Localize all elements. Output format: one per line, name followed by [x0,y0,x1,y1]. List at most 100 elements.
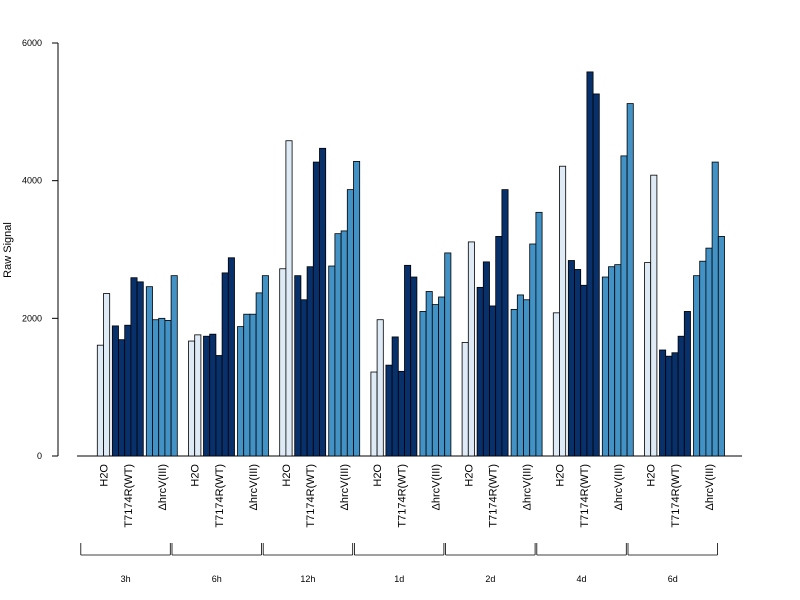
x-category-label: H2O [281,464,293,487]
bar [677,335,685,457]
bar [495,236,503,457]
bar [319,147,327,457]
bar [404,264,412,457]
x-category-label: T7174R(WT) [396,464,408,528]
bar [717,236,725,457]
x-category-label: T7174R(WT) [579,464,591,528]
bar [111,325,119,457]
x-category-label: ΔhrcV(III) [157,464,169,510]
bar [227,257,235,457]
bar [215,355,223,457]
x-category-label: H2O [99,464,111,487]
bar [419,311,427,457]
group-brackets: 3h 6h 12h 1d 2d 4d 6d [80,543,718,584]
y-tick-label: 6000 [22,38,42,48]
bar [170,275,178,457]
x-category-label: H2O [190,464,202,487]
x-category-label: ΔhrcV(III) [613,464,625,510]
bar [118,339,126,457]
bar [559,165,567,457]
group-label: 6d [668,574,678,584]
bar [312,161,320,457]
bar [516,294,524,457]
x-category-label: T7174R(WT) [488,464,500,528]
bar [665,355,673,457]
bar [209,333,217,457]
bar [699,260,707,457]
x-category-label: H2O [463,464,475,487]
bar [410,276,418,457]
bar [397,370,405,457]
bar [385,364,393,457]
bar [158,317,166,457]
bar [145,286,153,457]
bar [346,189,354,457]
y-tick-label: 4000 [22,176,42,186]
bar [461,342,469,457]
x-category-label: T7174R(WT) [123,464,135,528]
bar [626,103,634,457]
bar [285,140,293,457]
bar [136,281,144,457]
bar [353,160,361,457]
bar [489,305,497,457]
bar [103,293,111,457]
bar [501,189,509,457]
x-category-label: T7174R(WT) [214,464,226,528]
bar [608,266,616,457]
x-category-label: ΔhrcV(III) [248,464,260,510]
x-category-label: ΔhrcV(III) [522,464,534,510]
bar [580,284,588,457]
bar [535,211,543,457]
bar [328,265,336,457]
x-axis: H2O T7174R(WT) ΔhrcV(III) H2O T7174R(WT) Δhrc… [99,464,717,528]
bar [614,264,622,457]
bar [237,326,245,457]
bar [552,312,560,457]
group-label: 12h [300,574,315,584]
bar [529,243,537,457]
bar [194,334,202,457]
bar [711,161,719,457]
bar [334,233,342,457]
x-category-label: T7174R(WT) [670,464,682,528]
bar [130,277,138,457]
y-axis-title: Raw Signal [2,222,14,278]
bar [683,311,691,457]
bar [255,292,263,457]
group-label: 1d [394,574,404,584]
x-category-label: H2O [372,464,384,487]
bar [438,296,446,457]
bar [279,268,287,457]
bar [96,344,104,457]
bars-layer [96,71,725,457]
bar [203,335,211,457]
group-label: 3h [121,574,131,584]
bar [693,275,701,457]
bar [510,308,518,457]
bar [340,230,348,457]
bar [620,155,628,457]
bar [482,261,490,457]
x-category-label: ΔhrcV(III) [704,464,716,510]
bar [261,275,269,457]
x-category-label: ΔhrcV(III) [339,464,351,510]
bar [467,241,475,457]
bar [164,319,172,457]
bar [644,262,652,457]
bar [124,324,132,457]
bar [650,174,658,457]
bar [249,313,257,457]
bar [370,371,378,457]
group-label: 2d [485,574,495,584]
group-label: 4d [576,574,586,584]
bar [705,247,713,457]
bar [567,260,575,457]
group-label: 6h [212,574,222,584]
y-tick-label: 0 [37,451,42,461]
bar [671,352,679,457]
bar [376,319,384,457]
bar [152,319,160,457]
bar [294,275,302,457]
